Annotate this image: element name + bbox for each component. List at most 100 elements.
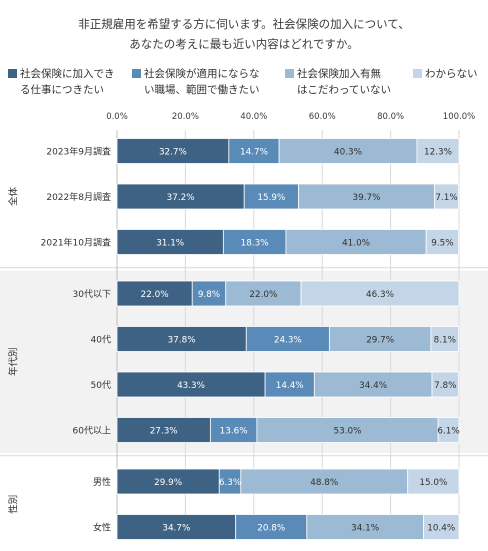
group-label-3: 性別 [8, 495, 20, 514]
group-label-1: 全体 [8, 187, 20, 207]
chart-title: 非正規雇用を希望する方に伺います。社会保険の加入について、 あなたの考えに最も近… [0, 14, 488, 54]
data-label-r8-s3: 48.8% [310, 478, 338, 488]
legend-swatch-3 [285, 69, 294, 78]
category-label-8: 男性 [93, 476, 111, 488]
data-label-r5-s3: 29.7% [366, 335, 394, 345]
bar-segment-r9-s4 [423, 514, 460, 540]
bar-segment-r6-s2 [264, 371, 315, 398]
data-label-r6-s3: 34.4% [359, 381, 387, 391]
legend-swatch-4 [413, 69, 422, 78]
data-label-r5-s4: 8.1% [434, 335, 456, 345]
bar-segment-r2-s2 [243, 183, 300, 210]
data-label-r9-s1: 34.7% [162, 523, 190, 533]
group-label-2: 年代別 [8, 347, 20, 376]
category-label-2: 2022年8月調査 [46, 191, 111, 203]
bar-segment-r1-s4 [416, 138, 460, 164]
bar-segment-r1-s2 [228, 138, 280, 164]
category-label-5: 40代 [91, 335, 111, 346]
category-label-1: 2023年9月調査 [46, 146, 111, 158]
x-tick-label-4: 80.0% [377, 112, 404, 122]
bar-segment-r1-s3 [278, 138, 418, 164]
chart-title-line-2: あなたの考えに最も近い内容はどれですか。 [129, 37, 359, 51]
data-label-r6-s4: 7.8% [434, 381, 456, 391]
category-label-7: 60代以上 [73, 426, 111, 437]
data-label-r3-s4: 9.5% [431, 238, 453, 248]
bar-segment-r7-s2 [209, 417, 258, 443]
bar-segment-r2-s4 [433, 183, 460, 210]
x-tick-label-5: 100.0% [443, 112, 475, 122]
bar-segment-r2-s3 [298, 183, 435, 210]
category-label-9: 女性 [93, 522, 111, 534]
bar-segment-r4-s3 [225, 280, 302, 307]
data-label-r1-s4: 12.3% [424, 147, 452, 157]
data-label-r8-s4: 15.0% [419, 478, 447, 488]
bar-segment-r5-s4 [430, 326, 460, 352]
bar-segment-r4-s1 [116, 280, 193, 307]
data-label-r3-s2: 18.3% [241, 238, 269, 248]
bar-segment-r2-s1 [116, 183, 245, 210]
data-label-r1-s3: 40.3% [334, 147, 362, 157]
data-label-r3-s1: 31.1% [156, 238, 184, 248]
bar-segment-r4-s2 [191, 280, 227, 307]
legend-label-1: 社会保険に加入でき る仕事につきたい [20, 68, 115, 96]
bar-segment-r3-s3 [285, 229, 427, 255]
bar-segment-r5-s3 [328, 326, 432, 352]
bar-segment-r8-s3 [240, 468, 409, 495]
data-label-r9-s4: 10.4% [427, 523, 455, 533]
data-label-r4-s2: 9.8% [198, 290, 220, 300]
data-label-r6-s2: 14.4% [276, 381, 304, 391]
bar-segment-r7-s4 [437, 417, 460, 443]
bar-segment-r9-s3 [306, 514, 424, 540]
category-label-4: 30代以下 [73, 289, 111, 300]
data-label-r2-s1: 37.2% [167, 193, 195, 203]
data-label-r5-s1: 37.8% [168, 335, 196, 345]
legend-swatch-1 [8, 69, 17, 78]
data-label-r2-s3: 39.7% [353, 193, 381, 203]
data-label-r4-s3: 22.0% [249, 290, 277, 300]
data-label-r1-s2: 14.7% [240, 147, 268, 157]
bar-segment-r6-s1 [116, 371, 266, 398]
legend-label-4: わからない [425, 68, 478, 80]
bar-segment-r9-s1 [116, 514, 237, 540]
bar-segment-r3-s2 [222, 229, 287, 255]
data-label-r5-s2: 24.3% [274, 335, 302, 345]
x-tick-label-3: 60.0% [309, 112, 336, 122]
legend: 社会保険に加入でき る仕事につきたい 社会保険が適用にならな い職場、範囲で働き… [0, 66, 488, 100]
data-label-r3-s3: 41.0% [342, 238, 370, 248]
data-label-r2-s2: 15.9% [257, 193, 285, 203]
x-tick-label-0: 0.0% [106, 112, 128, 122]
data-label-r9-s3: 34.1% [351, 523, 379, 533]
bar-segment-r8-s4 [407, 468, 460, 495]
bar-segment-r7-s3 [256, 417, 439, 443]
bar-segment-r7-s1 [116, 417, 211, 443]
legend-swatch-2 [132, 69, 141, 78]
bar-segment-r3-s4 [425, 229, 460, 255]
data-label-r9-s2: 20.8% [257, 523, 285, 533]
bar-segment-r8-s1 [116, 468, 220, 495]
data-label-r7-s4: 6.1% [437, 426, 459, 436]
x-tick-label-2: 40.0% [240, 112, 267, 122]
data-label-r7-s2: 13.6% [220, 426, 248, 436]
category-label-6: 50代 [91, 380, 111, 391]
legend-label-2: 社会保険が適用にならな い職場、範囲で働きたい [144, 68, 260, 96]
data-label-r7-s3: 53.0% [334, 426, 362, 436]
data-label-r4-s1: 22.0% [141, 290, 169, 300]
bar-segment-r3-s1 [116, 229, 224, 255]
bar-segment-r5-s2 [245, 326, 330, 352]
bar-segment-r6-s3 [313, 371, 433, 398]
bar-segment-r5-s1 [116, 326, 247, 352]
legend-label-3: 社会保険加入有無 はこだわっていない [297, 68, 391, 96]
bar-segment-r1-s1 [116, 138, 230, 164]
data-label-r7-s1: 27.3% [150, 426, 178, 436]
x-tick-label-1: 20.0% [172, 112, 199, 122]
data-label-r1-s1: 32.7% [159, 147, 187, 157]
chart-title-line-1: 非正規雇用を希望する方に伺います。社会保険の加入について、 [78, 17, 410, 31]
bar-segment-r9-s2 [235, 514, 308, 540]
data-label-r2-s4: 7.1% [435, 193, 457, 203]
bar-segment-r6-s4 [431, 371, 460, 398]
data-label-r6-s1: 43.3% [177, 381, 205, 391]
bar-segment-r4-s4 [300, 280, 460, 307]
data-label-r8-s2: 6.3% [219, 478, 241, 488]
data-label-r4-s4: 46.3% [366, 290, 394, 300]
